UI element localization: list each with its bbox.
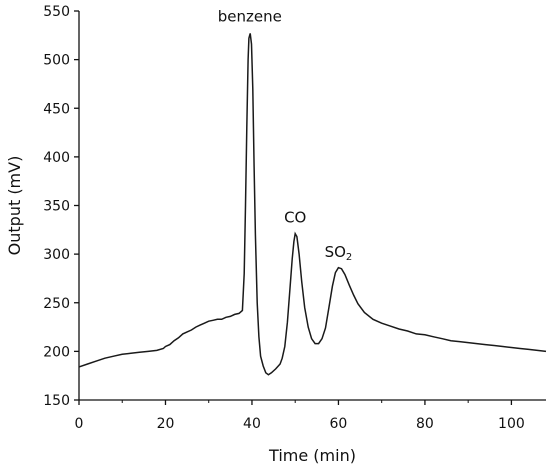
y-tick-label: 250 [43, 296, 70, 312]
y-tick-label: 450 [43, 101, 70, 117]
peak-annotations: benzene CO SO2 [218, 7, 353, 262]
y-tick-label: 300 [43, 247, 70, 263]
y-tick-label: 550 [43, 4, 70, 20]
peak-label-text: SO [325, 243, 346, 261]
x-tick-label: 80 [416, 416, 434, 432]
x-axis: 0 20 40 60 80 100 [75, 399, 546, 432]
x-axis-label: Time (min) [268, 446, 356, 465]
y-tick-label: 400 [43, 150, 70, 166]
y-axis: 150 200 250 300 350 400 450 500 550 [43, 4, 80, 409]
peak-label-benzene: benzene [218, 7, 282, 25]
series-line [78, 33, 547, 376]
peak-label-text: CO [284, 209, 306, 227]
y-tick-label: 350 [43, 199, 70, 215]
y-tick-label: 500 [43, 53, 70, 69]
x-tick-label: 0 [75, 416, 84, 432]
y-axis-label: Output (mV) [5, 156, 24, 256]
x-tick-label: 20 [157, 416, 175, 432]
peak-label-so2: SO2 [325, 243, 353, 263]
x-tick-label: 100 [498, 416, 525, 432]
y-tick-label: 200 [43, 344, 70, 360]
y-tick-label: 150 [43, 393, 70, 409]
x-tick-label: 60 [330, 416, 348, 432]
x-tick-label: 40 [243, 416, 261, 432]
peak-label-co: CO [284, 209, 306, 227]
peak-label-text: benzene [218, 7, 282, 25]
peak-label-subscript: 2 [346, 252, 352, 263]
